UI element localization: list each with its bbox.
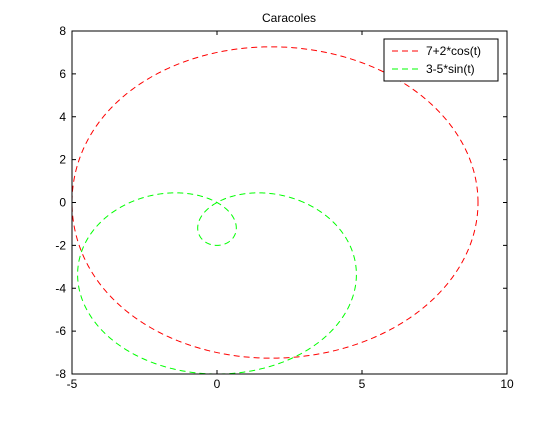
x-tick-label: 10: [500, 377, 514, 391]
y-tick-label: -4: [55, 281, 66, 295]
y-tick-label: -8: [55, 367, 66, 381]
x-tick-label: -5: [67, 377, 78, 391]
y-tick-label: 4: [59, 110, 66, 124]
plot-area: [71, 46, 479, 375]
y-tick-label: 0: [59, 196, 66, 210]
y-tick-label: 8: [59, 24, 66, 38]
y-tick-label: 2: [59, 153, 66, 167]
y-tick-label: -6: [55, 324, 66, 338]
legend: 7+2*cos(t) 3-5*sin(t): [383, 38, 499, 82]
legend-label: 3-5*sin(t): [426, 62, 475, 76]
series-line-1: [71, 46, 479, 359]
series-line-2: [77, 192, 357, 375]
x-tick-label: 0: [214, 377, 221, 391]
axis-ticks: -5 0 5 10 -8 -6 -4 -2 0 2 4 6 8: [55, 24, 514, 391]
legend-box: [383, 38, 499, 82]
legend-label: 7+2*cos(t): [426, 44, 481, 58]
y-tick-label: 6: [59, 67, 66, 81]
y-tick-label: -2: [55, 238, 66, 252]
x-tick-label: 5: [359, 377, 366, 391]
chart-title: Caracoles: [262, 11, 316, 25]
